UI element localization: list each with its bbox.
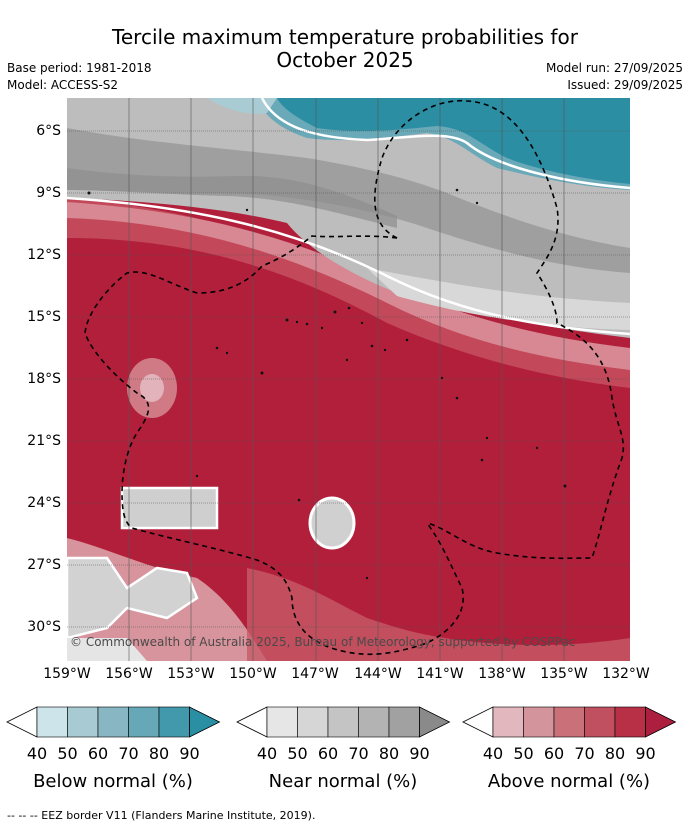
colorbar-below-high-arrow xyxy=(189,706,221,738)
lat-label-12s: 12°S xyxy=(27,247,61,263)
lon-label-132w: 132°W xyxy=(602,666,650,682)
grey-patch-1 xyxy=(122,488,217,528)
colorbar-below-tick: 50 xyxy=(57,744,78,763)
lat-label-15s: 15°S xyxy=(27,309,61,325)
probability-map: © Commonwealth of Australia 2025, Bureau… xyxy=(67,98,630,661)
below-normal-region xyxy=(277,98,630,184)
colorbar-below-tick: 70 xyxy=(118,744,139,763)
colorbar-above-segment xyxy=(614,706,646,738)
lat-label-9s: 9°S xyxy=(36,185,61,201)
colorbar-above-tick: 40 xyxy=(482,744,504,763)
colorbar-below-tick: 60 xyxy=(87,744,109,763)
lat-label-6s: 6°S xyxy=(36,123,61,139)
colorbar-near-high-arrow xyxy=(419,706,451,738)
lon-label-135w: 135°W xyxy=(540,666,588,682)
grey-patch-1-contour xyxy=(120,486,219,530)
copyright-text: © Commonwealth of Australia 2025, Bureau… xyxy=(70,635,575,649)
colorbar-above-high-arrow xyxy=(645,706,677,738)
white-contour-2 xyxy=(260,98,630,190)
lon-gridlines xyxy=(128,98,565,661)
colorbar-above-tick: 90 xyxy=(635,744,656,763)
colorbar-near-low-arrow xyxy=(236,706,268,738)
above-band-light xyxy=(67,202,630,370)
islands xyxy=(87,188,567,580)
colorbar-above-tick: 70 xyxy=(574,744,595,763)
map-svg: © Commonwealth of Australia 2025, Bureau… xyxy=(67,98,630,661)
colorbar-above-tick: 60 xyxy=(543,744,565,763)
colorbar-below-tick: 80 xyxy=(148,744,170,763)
colorbar-above-segment xyxy=(523,706,555,738)
lon-label-138w: 138°W xyxy=(478,666,526,682)
colorbar-near-normal xyxy=(236,706,451,738)
lon-label-153w: 153°W xyxy=(167,666,215,682)
colorbar-above-tick: 50 xyxy=(513,744,534,763)
colorbar-near-tick: 50 xyxy=(287,744,308,763)
colorbar-above-segment xyxy=(553,706,585,738)
lon-label-150w: 150°W xyxy=(229,666,277,682)
lon-label-144w: 144°W xyxy=(354,666,402,682)
model-run: Model run: 27/09/2025 xyxy=(545,61,683,75)
white-contour-1 xyxy=(67,196,630,336)
lon-label-141w: 141°W xyxy=(416,666,464,682)
colorbar-near-tick: 80 xyxy=(378,744,400,763)
lat-label-30s: 30°S xyxy=(27,619,61,635)
map-title-line1: Tercile maximum temperature probabilitie… xyxy=(112,25,578,49)
colorbar-near-tick: 70 xyxy=(348,744,369,763)
colorbar-above-segment xyxy=(492,706,524,738)
light-patch-1-core xyxy=(140,374,164,402)
colorbar-near-tick: 90 xyxy=(409,744,430,763)
model-name: Model: ACCESS-S2 xyxy=(7,78,119,92)
colorbar-below-segment xyxy=(158,706,190,738)
colorbar-near-segment xyxy=(266,706,298,738)
issued-date: Issued: 29/09/2025 xyxy=(567,78,683,92)
colorbar-title-above: Above normal (%) xyxy=(487,771,651,792)
colorbar-near-tick: 60 xyxy=(317,744,339,763)
lon-label-159w: 159°W xyxy=(43,666,91,682)
colorbar-near-segment xyxy=(388,706,420,738)
colorbar-below-normal xyxy=(6,706,221,738)
colorbar-below-tick: 40 xyxy=(26,744,48,763)
lon-label-147w: 147°W xyxy=(291,666,339,682)
colorbar-near-segment xyxy=(297,706,329,738)
colorbar-below-segment xyxy=(128,706,160,738)
eez-legend-footer: -- -- -- EEZ border V11 (Flanders Marine… xyxy=(7,809,316,822)
colorbar-below-tick: 90 xyxy=(179,744,200,763)
colorbar-above-low-arrow xyxy=(462,706,494,738)
grey-patch-3 xyxy=(67,556,199,640)
colorbar-below-segment xyxy=(36,706,68,738)
colorbar-title-below: Below normal (%) xyxy=(33,771,193,792)
colorbar-below-low-arrow xyxy=(6,706,38,738)
lat-label-21s: 21°S xyxy=(27,433,61,449)
colorbar-near-segment xyxy=(358,706,390,738)
near-normal-band2 xyxy=(67,168,397,228)
eez-border-west xyxy=(84,235,464,656)
lon-label-156w: 156°W xyxy=(105,666,153,682)
colorbar-near-tick: 40 xyxy=(256,744,278,763)
eez-border-east xyxy=(374,99,625,560)
grey-patch-4 xyxy=(67,638,147,661)
colorbar-title-near: Near normal (%) xyxy=(268,771,418,792)
colorbars-svg xyxy=(6,706,677,738)
lat-label-18s: 18°S xyxy=(27,371,61,387)
lat-label-27s: 27°S xyxy=(27,557,61,573)
colorbar-above-segment xyxy=(584,706,616,738)
colorbar-above-tick: 80 xyxy=(604,744,626,763)
grey-patch-2 xyxy=(308,496,356,550)
lat-label-24s: 24°S xyxy=(27,495,61,511)
map-title-line2: October 2025 xyxy=(276,48,414,72)
colorbar-near-segment xyxy=(327,706,359,738)
base-period: Base period: 1981-2018 xyxy=(7,61,152,75)
above-patch-s xyxy=(247,568,630,661)
below-normal-patch xyxy=(207,98,277,114)
colorbar-below-segment xyxy=(97,706,129,738)
colorbar-above-normal xyxy=(462,706,677,738)
colorbar-below-segment xyxy=(67,706,99,738)
